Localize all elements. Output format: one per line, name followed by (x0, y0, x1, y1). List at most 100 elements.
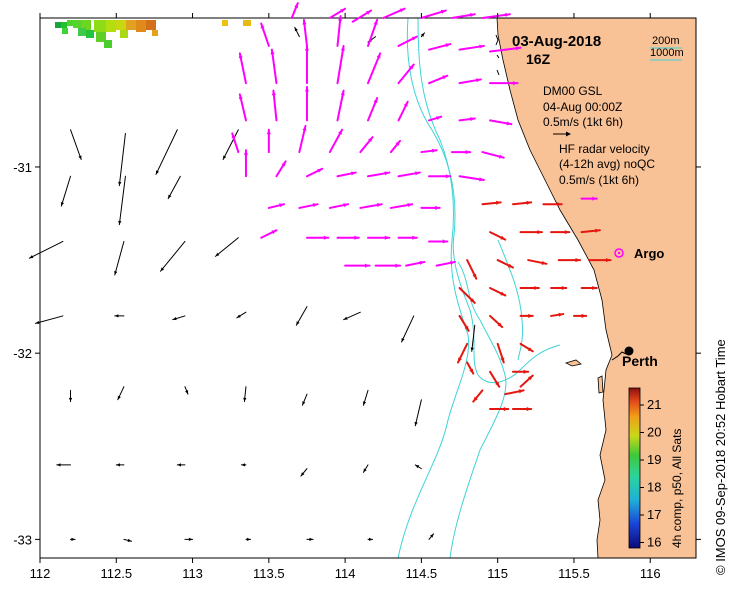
model-vector-arrow (34, 315, 64, 324)
model-vector-arrow (123, 538, 133, 542)
model-vector-arrow (240, 463, 247, 467)
y-tick-label: -31 (13, 160, 32, 175)
sst-vector-arrow (504, 389, 525, 396)
sst-vector-arrow (588, 258, 612, 263)
sst-vector-arrow (457, 342, 469, 364)
sst-vector-arrow (489, 314, 504, 329)
sst-vector-arrow (489, 406, 510, 412)
argo-label: Argo (634, 246, 664, 261)
model-vector-arrow (114, 240, 125, 276)
sst-vector-arrow (519, 313, 534, 318)
radar-vector-arrow (428, 174, 452, 179)
radar-vector-arrow (450, 12, 476, 19)
radar-vector-arrow (305, 235, 330, 240)
plot-frame (39, 17, 697, 559)
argo-marker-icon[interactable] (614, 248, 624, 258)
sst-vector-arrow (542, 202, 563, 207)
model-vector-arrow (343, 311, 361, 321)
sst-vector-arrow (489, 287, 507, 297)
radar-vector-arrow (420, 9, 447, 19)
radar-legend-line2: (4-12h avg) noQC (559, 157, 655, 171)
model-vector-arrow (362, 389, 369, 406)
x-tick-label: 112.5 (100, 566, 132, 581)
model-vector-arrow (28, 240, 64, 259)
sst-vector-arrow (519, 230, 543, 235)
radar-vector-arrow (428, 115, 443, 122)
radar-vector-arrow (367, 52, 382, 85)
radar-vector-arrow (389, 139, 402, 154)
model-vector-arrow (294, 26, 300, 38)
rottnest-island (564, 359, 582, 367)
radar-vector-arrow (435, 260, 456, 267)
legend-1000m-label: 1000m (650, 47, 684, 59)
radar-vector-arrow (374, 263, 402, 268)
colorbar-tick-label: 19 (647, 452, 661, 467)
radar-vector-arrow (290, 2, 299, 19)
map-date-title: 03-Aug-2018 (512, 33, 601, 50)
model-vector-arrow (118, 175, 126, 226)
radar-vector-arrow (266, 128, 271, 154)
map-time-title: 16Z (526, 51, 551, 67)
sst-vectors-layer (457, 200, 612, 412)
colorbar-tick-label: 20 (647, 425, 661, 440)
sst-vector-arrow (519, 342, 534, 353)
radar-vector-arrow (397, 235, 418, 240)
radar-vector-arrow (238, 52, 247, 85)
radar-vector-arrow (481, 12, 511, 19)
radar-vector-arrow (275, 160, 287, 178)
radar-vector-arrow (420, 148, 438, 154)
colorbar-tick-label: 18 (647, 480, 661, 495)
sst-vector-arrow (472, 389, 484, 403)
sst-vector-arrow (481, 200, 502, 206)
radar-vector-arrow (450, 150, 472, 155)
model-vector-arrow (118, 132, 126, 187)
model-vectors-layer (28, 26, 476, 542)
model-vector-arrow (184, 537, 194, 542)
radar-vector-arrow (260, 229, 278, 239)
legend-200m-label: 200m (652, 35, 680, 47)
radar-vector-arrow (231, 132, 240, 154)
perth-marker-icon[interactable] (611, 346, 634, 361)
sst-vector-arrow (466, 361, 475, 375)
sst-vector-arrow (557, 258, 582, 263)
model-vector-arrow (428, 533, 435, 540)
radar-vector-arrow (367, 235, 391, 240)
australia-landmass (496, 18, 696, 558)
radar-vector-arrow (270, 48, 278, 85)
sst-vector-arrow (527, 259, 548, 265)
radar-vector-arrow (489, 46, 522, 53)
radar-vector-arrow (328, 128, 344, 154)
sst-vector-arrow (496, 259, 514, 269)
model-vector-arrow (172, 315, 186, 321)
sst-vector-arrow (489, 370, 501, 388)
radar-vector-arrow (336, 235, 360, 240)
sst-vector-arrow (519, 374, 534, 388)
model-vector-arrow (176, 463, 186, 467)
sst-vector-arrow (511, 406, 533, 412)
radar-vector-arrow (298, 125, 307, 154)
radar-legend-scale: 0.5m/s (1kt 6h) (559, 173, 639, 187)
model-vector-arrow (367, 537, 374, 542)
contour-shelf-inner (497, 239, 523, 361)
coast-rocks (495, 34, 500, 76)
x-tick-label: 115.5 (558, 566, 590, 581)
model-vector-arrow (414, 464, 422, 470)
radar-vector-arrow (458, 117, 476, 122)
sst-vector-arrow (580, 285, 598, 291)
model-vector-arrow (301, 393, 308, 406)
radar-vector-arrow (458, 175, 485, 182)
sst-vector-arrow (572, 313, 588, 318)
radar-vector-arrow (336, 15, 343, 47)
radar-vector-arrow (359, 136, 374, 154)
radar-vector-arrow (382, 7, 406, 19)
radar-vector-arrow (458, 44, 485, 51)
sst-vector-arrow (550, 230, 571, 235)
radar-vector-arrow (304, 85, 310, 122)
radar-vector-arrow (243, 149, 248, 178)
sst-vector-arrow (511, 200, 533, 206)
radar-vector-arrow (336, 171, 357, 178)
model-vector-arrow (68, 389, 73, 403)
sst-vector-arrow (550, 285, 568, 291)
model-vector-arrow (56, 463, 72, 467)
